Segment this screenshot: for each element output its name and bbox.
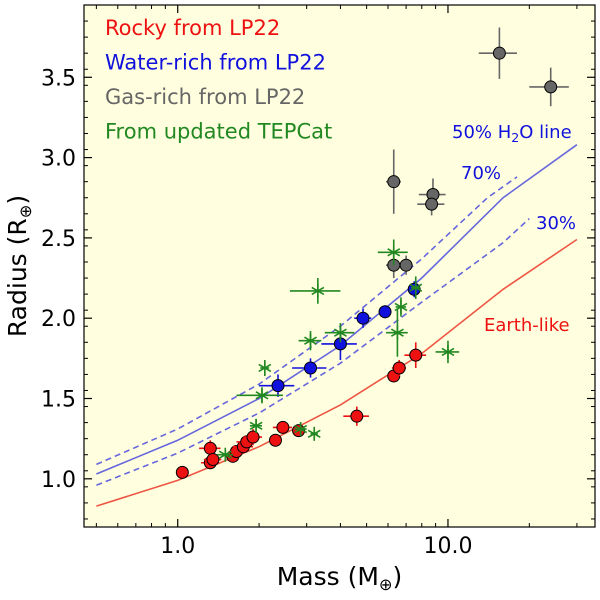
tepcat-star-marker (218, 447, 232, 462)
rocky-marker (246, 430, 260, 444)
tepcat-planet-point (394, 297, 408, 317)
curve-label-water70: 70% (461, 163, 501, 184)
gas-planet-point (478, 27, 517, 79)
gas-planet-point (399, 255, 413, 275)
rocky-planet-point (404, 342, 427, 368)
tepcat-planet-point (386, 308, 408, 357)
water-marker (271, 379, 285, 393)
gas-planet-point (386, 149, 401, 214)
y-tick-label: 2.0 (41, 307, 76, 332)
legend-entry-tepcat: From updated TEPCat (105, 120, 332, 144)
legend-entry-water: Water-rich from LP22 (105, 51, 326, 75)
x-tick-label: 10.0 (423, 534, 472, 559)
data-points (175, 27, 569, 479)
rocky-marker (276, 420, 290, 434)
rocky-marker (268, 433, 282, 447)
tepcat-planet-point (217, 447, 233, 462)
tepcat-star-marker (333, 325, 347, 340)
y-tick-label: 1.0 (41, 468, 76, 493)
axes: 1.0 10.0 1.0 1.5 2.0 2.5 3.0 3.5 Mass (M⊕) Radius… (3, 5, 595, 594)
x-tick-label: 1.0 (160, 534, 195, 559)
y-tick-label: 3.5 (41, 66, 76, 91)
water-planet-point (378, 305, 392, 319)
tepcat-planet-point (307, 426, 321, 441)
tepcat-star-marker (255, 388, 269, 403)
gas-planet-point (529, 67, 569, 107)
plot-frame (83, 4, 596, 528)
gas-marker (399, 258, 413, 272)
y-tick-label: 3.0 (41, 147, 76, 172)
tepcat-planet-point (249, 418, 263, 433)
rocky-planet-point (268, 433, 282, 447)
water-marker (356, 311, 370, 325)
water-marker (378, 305, 392, 319)
gas-marker (387, 175, 401, 189)
tepcat-planet-point (377, 239, 408, 266)
curve-water30 (96, 218, 530, 486)
curve-label-water50: 50% H2O line (452, 122, 572, 145)
rocky-planet-point (243, 429, 262, 446)
curve-earth (96, 238, 578, 507)
annotations: 50% H2O line 70% 30% Earth-like (452, 122, 576, 336)
water-planet-point (354, 308, 372, 328)
legend-entry-gas: Gas-rich from LP22 (105, 85, 305, 109)
tepcat-planet-point (298, 331, 322, 351)
tepcat-planet-point (236, 387, 283, 404)
rocky-planet-point (391, 359, 407, 377)
rocky-marker (409, 348, 423, 362)
tepcat-star-marker (258, 360, 272, 375)
water-planet-point (292, 358, 327, 378)
rocky-marker (203, 441, 217, 455)
tepcat-planet-point (294, 422, 308, 437)
tepcat-star-marker (441, 344, 455, 359)
y-tick-label: 1.5 (41, 388, 76, 413)
tepcat-planet-point (258, 359, 272, 377)
curve-label-water30: 30% (536, 213, 576, 234)
curve-label-earth: Earth-like (484, 315, 570, 336)
plot-background (84, 5, 595, 527)
tepcat-planet-point (289, 278, 341, 304)
gas-marker (492, 46, 506, 60)
legend: Rocky from LP22 Water-rich from LP22 Gas-r… (105, 16, 332, 144)
tepcat-star-marker (387, 245, 401, 260)
legend-entry-rocky: Rocky from LP22 (105, 16, 280, 40)
rocky-planet-point (272, 420, 293, 434)
tepcat-star-marker (409, 280, 423, 295)
water-marker (304, 361, 318, 375)
tepcat-planet-point (435, 340, 460, 364)
tepcat-star-marker (307, 426, 321, 441)
rocky-marker (392, 361, 406, 375)
tepcat-planet-point (409, 276, 423, 299)
gas-planet-point (417, 192, 445, 216)
rocky-marker (206, 453, 220, 467)
rocky-marker (175, 465, 189, 479)
rocky-marker (350, 409, 364, 423)
tepcat-star-marker (390, 325, 404, 340)
tepcat-planet-point (324, 323, 355, 343)
y-tick-label: 2.5 (41, 227, 76, 252)
water-planet-point (259, 374, 295, 397)
rocky-planet-point (203, 453, 222, 467)
tepcat-star-marker (249, 418, 263, 433)
tepcat-star-marker (294, 422, 308, 437)
tepcat-star-marker (304, 333, 317, 348)
gas-marker (544, 80, 558, 94)
gas-marker (425, 197, 439, 211)
rocky-planet-point (175, 465, 189, 479)
tepcat-star-marker (394, 299, 408, 314)
rocky-planet-point (343, 406, 369, 426)
x-axis-label: Mass (M⊕) (277, 562, 403, 594)
y-axis-label: Radius (R⊕) (3, 195, 35, 337)
tepcat-star-marker (311, 283, 325, 298)
